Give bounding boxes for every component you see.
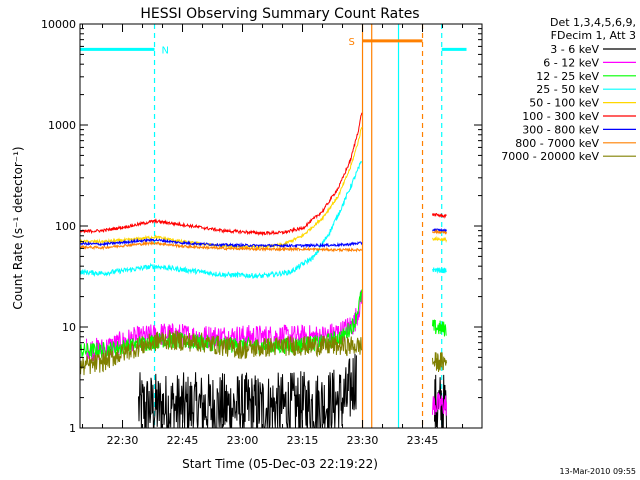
x-tick-label-5: 23:45 (407, 434, 439, 447)
x-tick-label-4: 23:30 (347, 434, 379, 447)
series-line-4 (80, 126, 363, 250)
timestamp-footer: 13-Mar-2010 09:55 (560, 467, 637, 476)
series-line-0-post (434, 374, 447, 428)
plot-clip-group (80, 24, 467, 428)
x-tick-label-1: 22:45 (167, 434, 199, 447)
series-line-2-post (432, 319, 447, 337)
series-line-6 (80, 237, 363, 249)
y-tick-label-2: 100 (55, 220, 76, 233)
y-axis-label: Count Rate (s⁻¹ detector⁻¹) (11, 146, 25, 309)
x-tick-label-3: 23:15 (287, 434, 319, 447)
legend-header-line-1: Det 1,3,4,5,6,9, (550, 16, 636, 29)
legend-label-7: 800 - 7000 keV (515, 137, 599, 150)
legend-label-2: 12 - 25 keV (536, 70, 599, 83)
series-line-7-post (432, 228, 447, 235)
legend-label-8: 7000 - 20000 keV (501, 150, 599, 163)
legend-label-3: 25 - 50 keV (536, 83, 599, 96)
plot-area: N S 1 10 100 1000 10000 22:30 22:45 23:00 23:15 23:… (41, 18, 483, 447)
series-line-0 (138, 353, 357, 428)
legend-label-1: 6 - 12 keV (543, 56, 599, 69)
y-tick-label-0: 1 (69, 422, 76, 435)
series-line-7 (80, 240, 363, 253)
series-line-8-post (432, 351, 447, 373)
y-tick-label-4: 10000 (41, 18, 76, 31)
chart-title: HESSI Observing Summary Count Rates (140, 6, 419, 22)
plot-frame (79, 23, 483, 429)
legend-label-0: 3 - 6 keV (550, 43, 599, 56)
x-axis-label: Start Time (05-Dec-03 22:19:22) (182, 457, 378, 471)
legend-label-4: 50 - 100 keV (529, 97, 599, 110)
series-line-1-post (432, 391, 447, 416)
legend-label-6: 300 - 800 keV (522, 123, 599, 136)
series-line-4-post (432, 235, 447, 244)
flag-label-S: S (349, 37, 355, 48)
legend-label-5: 100 - 300 keV (522, 110, 599, 123)
series-line-3 (80, 160, 363, 279)
legend-header-line-2: FDecim 1, Att 3 (551, 29, 636, 42)
flag-label-N: N (162, 45, 169, 56)
series-line-5 (80, 112, 363, 237)
series-line-8 (80, 329, 363, 376)
series-line-6-post (432, 227, 447, 233)
y-tick-label-1: 10 (62, 321, 76, 334)
x-tick-label-2: 23:00 (227, 434, 259, 447)
y-tick-label-3: 1000 (48, 119, 76, 132)
x-tick-label-0: 22:30 (107, 434, 139, 447)
series-line-5-post (432, 212, 447, 219)
series-line-3-post (432, 267, 447, 274)
